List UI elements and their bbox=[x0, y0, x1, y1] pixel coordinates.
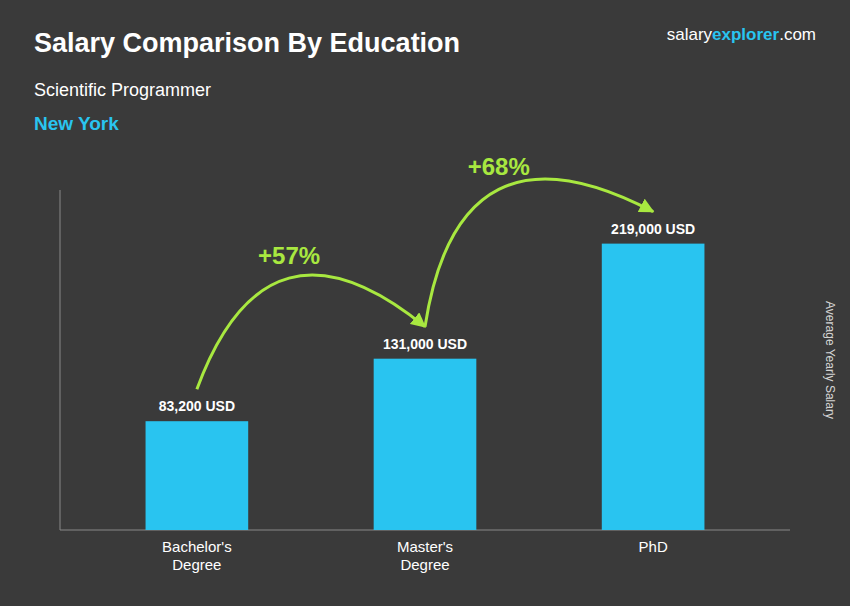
watermark-part: .com bbox=[779, 25, 816, 44]
y-axis-line bbox=[60, 190, 61, 530]
change-label: +57% bbox=[258, 242, 320, 269]
chart: Salary Comparison By Education Scientific… bbox=[0, 0, 850, 606]
value-label: 83,200 USD bbox=[159, 398, 235, 414]
bar bbox=[146, 421, 249, 530]
x-tick-label-line: Master's bbox=[397, 538, 453, 555]
x-tick-label-line: PhD bbox=[639, 538, 668, 555]
watermark-part: salary bbox=[667, 25, 713, 44]
x-tick-label-line: Bachelor's bbox=[162, 538, 232, 555]
x-tick-label-line: Degree bbox=[400, 556, 449, 573]
value-label: 131,000 USD bbox=[383, 336, 467, 352]
watermark: salaryexplorer.com bbox=[667, 25, 816, 44]
bar bbox=[374, 359, 477, 530]
location: New York bbox=[34, 113, 119, 134]
background bbox=[0, 0, 850, 606]
y-axis-label: Average Yearly Salary bbox=[823, 301, 837, 419]
x-tick-label: Master'sDegree bbox=[397, 538, 453, 573]
change-arrow bbox=[425, 179, 653, 327]
x-tick-label: PhD bbox=[639, 538, 668, 555]
change-arrow bbox=[197, 275, 425, 389]
change-label: +68% bbox=[468, 153, 530, 180]
x-tick-label: Bachelor'sDegree bbox=[162, 538, 232, 573]
value-label: 219,000 USD bbox=[611, 221, 695, 237]
bar bbox=[602, 244, 705, 530]
title: Salary Comparison By Education bbox=[34, 28, 460, 58]
watermark-part: explorer bbox=[712, 25, 779, 44]
subtitle: Scientific Programmer bbox=[34, 80, 211, 100]
x-tick-label-line: Degree bbox=[172, 556, 221, 573]
